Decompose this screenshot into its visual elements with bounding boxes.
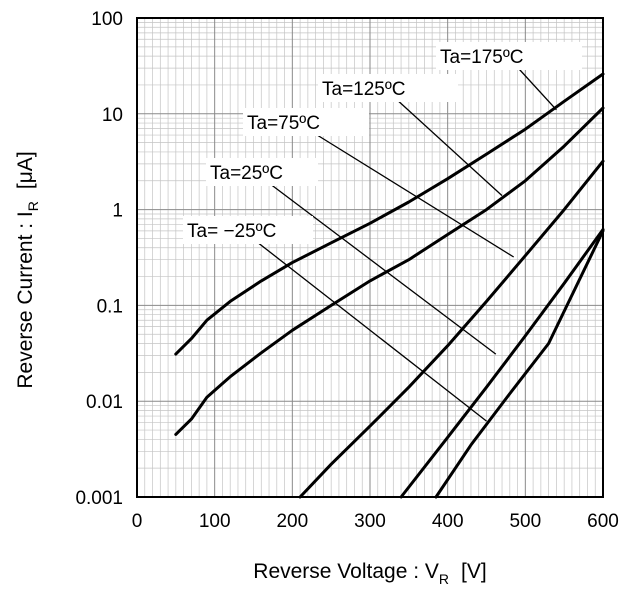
x-tick-label: 400 — [432, 511, 464, 532]
y-tick-labels: 0.001 0.01 0.1 1 10 100 — [75, 9, 123, 509]
y-tick-label: 0.001 — [75, 488, 123, 509]
y-tick-label: 100 — [91, 9, 123, 30]
x-tick-label: 600 — [587, 511, 619, 532]
x-axis-title: Reverse Voltage : VR [V] — [253, 560, 486, 587]
series-curve — [174, 106, 605, 436]
x-tick-label: 200 — [276, 511, 308, 532]
series-label: Ta=125ºC — [322, 79, 406, 100]
series-label-background — [206, 158, 318, 186]
y-tick-label: 0.01 — [86, 392, 123, 413]
leader-line — [311, 131, 515, 258]
y-tick-label: 0.1 — [97, 296, 123, 317]
x-tick-label: 0 — [132, 511, 143, 532]
series-curve — [399, 228, 605, 499]
x-axis-title-text: Reverse Voltage : V — [253, 560, 439, 583]
series-label: Ta=175ºC — [440, 47, 524, 68]
series-label: Ta=25ºC — [210, 163, 283, 184]
series-label: Ta=75ºC — [247, 113, 320, 134]
series-curve — [298, 159, 605, 499]
series-curve — [174, 72, 605, 356]
leader-line — [254, 239, 487, 422]
y-axis-title: Reverse Current : IR [μA] — [14, 151, 41, 388]
series-curve — [434, 229, 605, 499]
leader-line — [515, 65, 557, 111]
x-axis-title-subscript: R — [439, 571, 449, 587]
label-leader-lines — [254, 65, 557, 422]
series-label-background — [183, 216, 313, 244]
series-label: Ta= −25ºC — [187, 221, 276, 242]
y-tick-label: 1 — [112, 201, 123, 222]
y-axis-title-unit: [μA] — [14, 151, 37, 189]
y-tick-label: 10 — [102, 105, 123, 126]
leader-line — [394, 97, 503, 197]
x-tick-labels: 0 100 200 300 400 500 600 — [132, 511, 619, 532]
x-tick-label: 500 — [509, 511, 541, 532]
x-tick-label: 300 — [354, 511, 386, 532]
y-axis-title-subscript: R — [25, 201, 41, 211]
series-curves — [174, 72, 605, 499]
y-axis-title-text: Reverse Current : I — [14, 211, 37, 388]
series-label-background — [436, 42, 582, 70]
plot-frame — [136, 17, 604, 498]
x-axis-title-unit: [V] — [461, 560, 487, 583]
x-tick-label: 100 — [199, 511, 231, 532]
series-label-background — [243, 108, 369, 136]
series-label-background — [318, 74, 458, 102]
leader-line — [267, 181, 497, 355]
